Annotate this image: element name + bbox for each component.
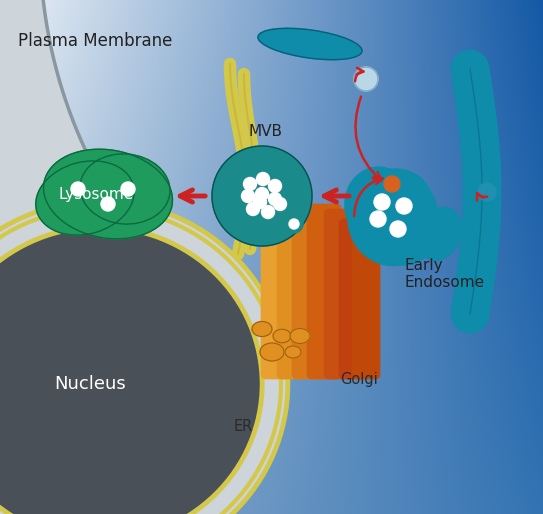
Circle shape — [256, 173, 269, 186]
FancyBboxPatch shape — [339, 219, 369, 379]
Circle shape — [262, 206, 275, 218]
Circle shape — [354, 67, 378, 91]
Circle shape — [374, 194, 390, 210]
Polygon shape — [0, 0, 487, 514]
Ellipse shape — [273, 329, 291, 343]
Ellipse shape — [348, 171, 438, 266]
Circle shape — [274, 197, 287, 211]
Circle shape — [478, 183, 496, 201]
Circle shape — [370, 211, 386, 227]
Circle shape — [268, 179, 281, 193]
Text: Plasma Membrane: Plasma Membrane — [18, 32, 172, 50]
Ellipse shape — [258, 28, 362, 60]
Ellipse shape — [345, 167, 415, 245]
FancyBboxPatch shape — [277, 219, 307, 379]
FancyBboxPatch shape — [352, 229, 380, 379]
Ellipse shape — [372, 193, 438, 265]
Ellipse shape — [0, 214, 275, 514]
Text: Lysosome: Lysosome — [59, 187, 134, 201]
Circle shape — [243, 177, 256, 191]
Circle shape — [212, 146, 312, 246]
Circle shape — [247, 203, 260, 215]
Text: Golgi: Golgi — [340, 372, 378, 387]
Circle shape — [242, 190, 255, 203]
Text: ER: ER — [234, 419, 253, 434]
FancyBboxPatch shape — [324, 209, 356, 379]
Circle shape — [285, 215, 303, 233]
Circle shape — [390, 221, 406, 237]
Circle shape — [254, 195, 267, 209]
FancyBboxPatch shape — [261, 229, 289, 379]
Text: Nucleus: Nucleus — [54, 375, 126, 393]
Ellipse shape — [80, 154, 170, 224]
Circle shape — [384, 176, 400, 192]
Circle shape — [289, 219, 299, 229]
Ellipse shape — [43, 149, 173, 239]
Circle shape — [268, 193, 281, 206]
Circle shape — [396, 198, 412, 214]
Circle shape — [121, 182, 135, 196]
Circle shape — [71, 182, 85, 196]
FancyBboxPatch shape — [292, 209, 324, 379]
Ellipse shape — [36, 161, 134, 235]
Text: Early
Endosome: Early Endosome — [405, 258, 485, 290]
FancyBboxPatch shape — [307, 204, 341, 379]
Ellipse shape — [260, 343, 284, 361]
Ellipse shape — [290, 328, 310, 343]
Ellipse shape — [252, 321, 272, 337]
Ellipse shape — [285, 346, 301, 358]
Ellipse shape — [60, 154, 140, 204]
Ellipse shape — [419, 207, 461, 261]
Circle shape — [101, 197, 115, 211]
Text: MVB: MVB — [248, 124, 282, 139]
Circle shape — [256, 188, 268, 200]
Ellipse shape — [357, 169, 432, 239]
